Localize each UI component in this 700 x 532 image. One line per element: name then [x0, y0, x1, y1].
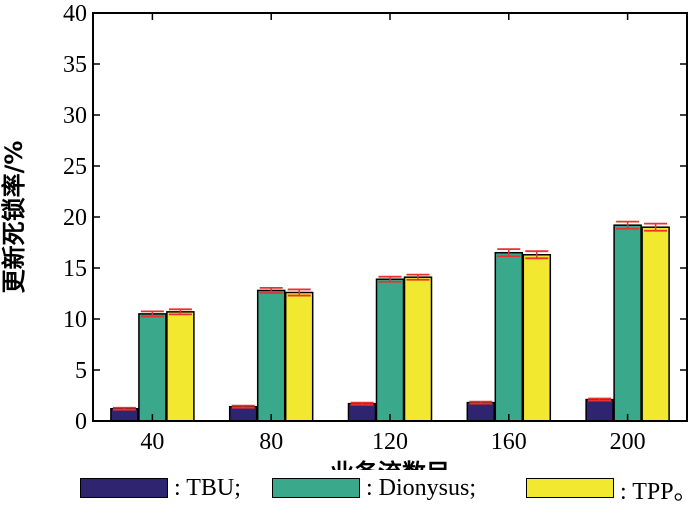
legend-label-dionysus: : Dionysus; [366, 474, 477, 501]
bar-tbu [585, 398, 614, 422]
bar-dionysus [138, 313, 167, 422]
error-bar [168, 308, 192, 316]
y-tick-label: 35 [63, 52, 87, 78]
x-tick-label: 200 [610, 429, 646, 455]
bar-dionysus [375, 278, 405, 422]
y-tick-label: 5 [75, 358, 87, 384]
error-bar [588, 397, 612, 402]
bar-dionysus [613, 224, 642, 422]
legend-swatch-tbu [80, 478, 168, 498]
legend-item-tpp: : TPP。 [526, 470, 698, 506]
y-tick-label: 15 [63, 256, 87, 282]
legend: : TBU; : Dionysus; : TPP。 [0, 470, 700, 510]
bar-chart: 0 5 10 15 20 25 30 35 40 40 80 120 160 200 业务流数目 更新死锁… [0, 1, 688, 470]
error-bar [497, 248, 521, 258]
bar-tpp [284, 291, 314, 422]
bar-tpp [166, 311, 195, 422]
legend-swatch-dionysus [272, 478, 360, 498]
x-tick-label: 120 [372, 429, 408, 455]
bar-dionysus [256, 289, 286, 422]
error-bar [616, 220, 640, 230]
bar-tbu [228, 405, 258, 422]
error-bar [644, 222, 668, 232]
x-tick-label: 40 [140, 429, 164, 455]
y-tick-label: 25 [63, 154, 87, 180]
error-bar [259, 286, 283, 294]
legend-label-tbu: : TBU; [174, 474, 241, 501]
legend-swatch-tpp [526, 478, 614, 498]
bar-tbu [466, 401, 496, 422]
error-bar [231, 404, 255, 409]
ticks-layer: 0 5 10 15 20 25 30 35 40 40 80 120 160 200 [63, 1, 687, 455]
error-bar [287, 288, 311, 297]
x-tick-label: 160 [491, 429, 527, 455]
bar-tpp [522, 253, 552, 422]
bar-tpp [403, 276, 433, 422]
error-bar [406, 273, 430, 281]
error-bar [140, 310, 164, 318]
error-bar [350, 401, 374, 406]
y-tick-label: 0 [75, 409, 87, 435]
legend-item-dionysus: : Dionysus; [272, 470, 476, 506]
x-axis-label: 业务流数目 [330, 459, 450, 470]
bar-dionysus [494, 251, 524, 422]
y-tick-label: 40 [63, 1, 87, 27]
x-tick-label: 80 [259, 429, 283, 455]
y-tick-label: 20 [63, 205, 87, 231]
error-bar [469, 400, 493, 405]
error-bar [525, 250, 549, 260]
error-bar [378, 275, 402, 283]
bars-layer [110, 220, 670, 422]
error-bar [112, 406, 136, 411]
y-axis-label: 更新死锁率/% [0, 141, 28, 294]
legend-label-tpp: : TPP。 [620, 478, 698, 505]
y-tick-label: 10 [63, 307, 87, 333]
bar-tpp [641, 226, 670, 422]
bar-tbu [347, 402, 377, 422]
legend-item-tbu: : TBU; [80, 470, 241, 506]
y-tick-label: 30 [63, 103, 87, 129]
